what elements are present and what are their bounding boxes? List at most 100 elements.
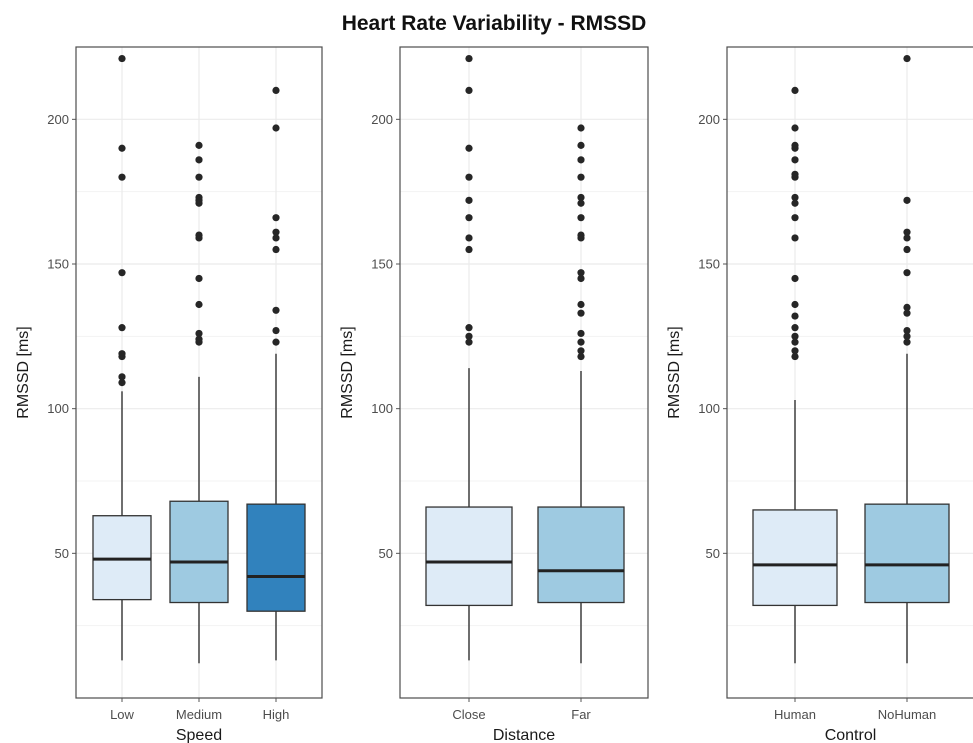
outlier-point <box>118 269 126 277</box>
outlier-point <box>791 124 799 132</box>
outlier-point <box>577 347 585 355</box>
outlier-point <box>577 338 585 346</box>
box-body <box>864 503 950 604</box>
outlier-point <box>903 234 911 242</box>
outlier-point <box>118 54 126 63</box>
outlier-point <box>903 196 911 204</box>
x-tick-label: Medium <box>176 707 222 722</box>
outlier-point <box>577 231 585 239</box>
outlier-point <box>903 269 911 277</box>
outlier-point <box>272 86 280 94</box>
outlier-point <box>903 228 911 236</box>
outlier-point <box>577 156 585 164</box>
x-tick-label: Far <box>571 707 591 722</box>
y-tick-label: 200 <box>371 112 393 127</box>
outlier-point <box>903 54 911 63</box>
outlier-point <box>577 124 585 132</box>
box-human <box>752 86 838 664</box>
outlier-point <box>791 324 799 332</box>
outlier-point <box>577 141 585 149</box>
y-tick-label: 150 <box>371 257 393 272</box>
outlier-point <box>465 338 473 346</box>
y-tick-label: 100 <box>47 401 69 416</box>
outlier-point <box>791 156 799 164</box>
outlier-point <box>195 274 203 283</box>
outlier-point <box>272 228 280 236</box>
outlier-point <box>195 156 203 164</box>
outlier-point <box>577 329 585 338</box>
outlier-point <box>272 214 280 222</box>
outlier-point <box>791 214 799 222</box>
outlier-point <box>118 173 126 181</box>
outlier-point <box>903 338 911 346</box>
outlier-point <box>272 234 280 242</box>
outlier-point <box>791 199 799 207</box>
outlier-point <box>577 193 585 202</box>
outlier-point <box>791 300 799 309</box>
y-tick-label: 100 <box>371 401 393 416</box>
outlier-point <box>195 141 203 149</box>
y-axis-title: RMSSD [ms] <box>666 326 683 418</box>
outlier-point <box>195 300 203 309</box>
outlier-point <box>465 234 473 242</box>
x-tick-label: Low <box>110 707 134 722</box>
outlier-point <box>465 173 473 181</box>
y-tick-label: 150 <box>698 257 720 272</box>
outlier-point <box>195 193 203 202</box>
x-tick-label: Close <box>452 707 485 722</box>
box-nohuman <box>864 54 950 664</box>
outlier-point <box>195 329 203 338</box>
outlier-point <box>118 350 126 358</box>
box-body <box>537 506 625 604</box>
outlier-point <box>195 173 203 181</box>
panel-distance: 50 100 150 200 Close Far Distance RMSSD [ms] <box>339 46 649 743</box>
outlier-point <box>791 352 799 361</box>
outlier-point <box>791 234 799 242</box>
outlier-point <box>903 245 911 254</box>
outlier-point <box>903 332 911 340</box>
outlier-point <box>465 245 473 254</box>
outlier-point <box>577 300 585 309</box>
box-body <box>169 500 229 604</box>
outlier-point <box>903 303 911 311</box>
box-low <box>92 54 152 661</box>
outlier-point <box>791 338 799 346</box>
outlier-point <box>577 214 585 222</box>
x-tick-label: NoHuman <box>878 707 937 722</box>
y-tick-label: 50 <box>379 546 393 561</box>
outlier-point <box>272 326 280 335</box>
outlier-point <box>577 352 585 361</box>
outlier-point <box>791 332 799 340</box>
outlier-point <box>903 309 911 317</box>
y-tick-label: 100 <box>698 401 720 416</box>
outlier-point <box>272 124 280 132</box>
box-body <box>752 509 838 607</box>
outlier-point <box>465 214 473 222</box>
outlier-point <box>791 170 799 178</box>
outlier-point <box>791 141 799 149</box>
y-axis-title: RMSSD [ms] <box>339 326 356 418</box>
box-high <box>246 86 306 661</box>
outlier-point <box>465 332 473 340</box>
outlier-point <box>903 326 911 335</box>
panel-border <box>399 46 649 699</box>
outlier-point <box>465 196 473 204</box>
y-tick-label: 50 <box>706 546 720 561</box>
y-tick-label: 200 <box>47 112 69 127</box>
chart-title: Heart Rate Variability - RMSSD <box>342 12 647 35</box>
x-tick-label: High <box>263 707 290 722</box>
box-medium <box>169 141 229 664</box>
x-tick-label: Human <box>774 707 816 722</box>
panel-speed: 50 100 150 200 Low Medium High Speed RMSSD [ms] <box>15 46 323 743</box>
outlier-point <box>118 144 126 152</box>
outlier-point <box>577 309 585 317</box>
outlier-point <box>577 274 585 283</box>
outlier-point <box>465 54 473 63</box>
y-tick-label: 150 <box>47 257 69 272</box>
outlier-point <box>118 373 126 381</box>
outlier-point <box>195 231 203 239</box>
outlier-point <box>577 269 585 277</box>
box-body <box>425 506 513 607</box>
